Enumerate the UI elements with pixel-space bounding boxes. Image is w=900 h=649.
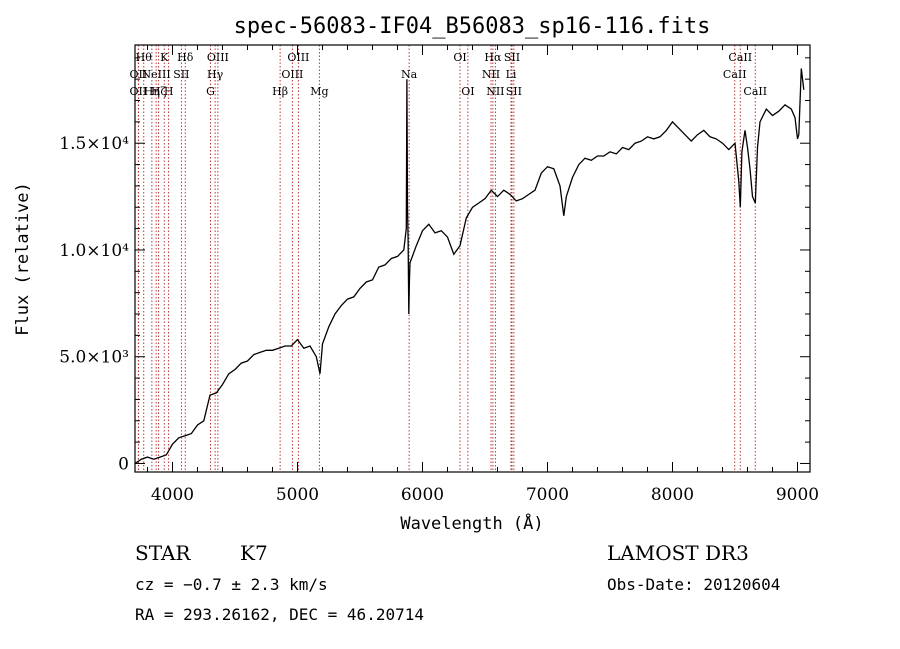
y-axis: 0 5.0×10³ 1.0×10⁴ 1.5×10⁴ (59, 57, 810, 474)
line-marker-label: OIII (281, 68, 303, 81)
line-marker-label: SII (506, 85, 522, 98)
x-tick-label: 5000 (276, 485, 319, 505)
line-marker-label: NeIII (142, 68, 171, 81)
x-tick-label: 6000 (401, 485, 444, 505)
line-marker-label: SII (173, 68, 189, 81)
y-tick-label: 1.5×10⁴ (59, 134, 129, 154)
survey-name: LAMOST DR3 (607, 541, 749, 565)
line-marker-label: Na (401, 68, 418, 81)
x-tick-label: 4000 (151, 485, 194, 505)
x-tick-label: 7000 (526, 485, 569, 505)
spectrum-line (134, 68, 805, 465)
line-marker-label: K (160, 51, 169, 64)
line-marker-label: Hδ (177, 51, 194, 64)
object-subclass: K7 (240, 541, 268, 565)
y-tick-label: 0 (118, 454, 129, 474)
line-marker-label: NII (482, 68, 500, 81)
line-marker-label: SII (504, 51, 520, 64)
line-marker-label: Hη (144, 85, 160, 98)
line-marker-label: Li (506, 68, 517, 81)
line-marker-label: CaII (743, 85, 767, 98)
x-tick-label: 8000 (651, 485, 694, 505)
line-marker-label: Hβ (272, 85, 288, 98)
line-marker-label: CaII (723, 68, 747, 81)
line-marker-label: OII (130, 68, 148, 81)
line-marker-label: Hα (484, 51, 502, 64)
line-marker-label: OIII (287, 51, 309, 64)
redshift-readout: cz = −0.7 ± 2.3 km/s (135, 575, 328, 594)
line-marker-label: CaII (728, 51, 752, 64)
observation-date: Obs-Date: 20120604 (607, 575, 780, 594)
line-marker-label: OI (461, 85, 474, 98)
line-marker-label: NII (486, 85, 504, 98)
plot-frame (134, 44, 811, 473)
chart-title: spec-56083-IF04_B56083_sp16-116.fits (234, 14, 711, 39)
object-class: STAR (135, 541, 191, 565)
line-marker-label: OIII (207, 51, 229, 64)
line-marker-label: H (164, 85, 174, 98)
line-marker-label: Hζ (151, 85, 167, 98)
x-tick-label: 9000 (776, 485, 819, 505)
line-marker-label: Hθ (136, 51, 153, 64)
x-axis: 4000 5000 6000 7000 8000 9000 (147, 45, 819, 505)
emission-line-labels: HθOIIOIIHηNeIIIHζKHSIIHδGHγOIIIHβOIIIOII… (130, 51, 768, 98)
y-tick-label: 1.0×10⁴ (59, 241, 129, 261)
line-marker-label: Mg (310, 85, 328, 98)
line-marker-label: OII (130, 85, 148, 98)
y-tick-label: 5.0×10³ (59, 348, 129, 368)
x-axis-label: Wavelength (Å) (400, 512, 543, 534)
emission-line-markers (137, 45, 756, 472)
line-marker-label: G (206, 85, 215, 98)
y-axis-label: Flux (relative) (13, 182, 33, 336)
line-marker-label: Hγ (207, 68, 224, 81)
line-marker-label: OI (453, 51, 466, 64)
coordinates-readout: RA = 293.26162, DEC = 46.20714 (135, 605, 424, 624)
